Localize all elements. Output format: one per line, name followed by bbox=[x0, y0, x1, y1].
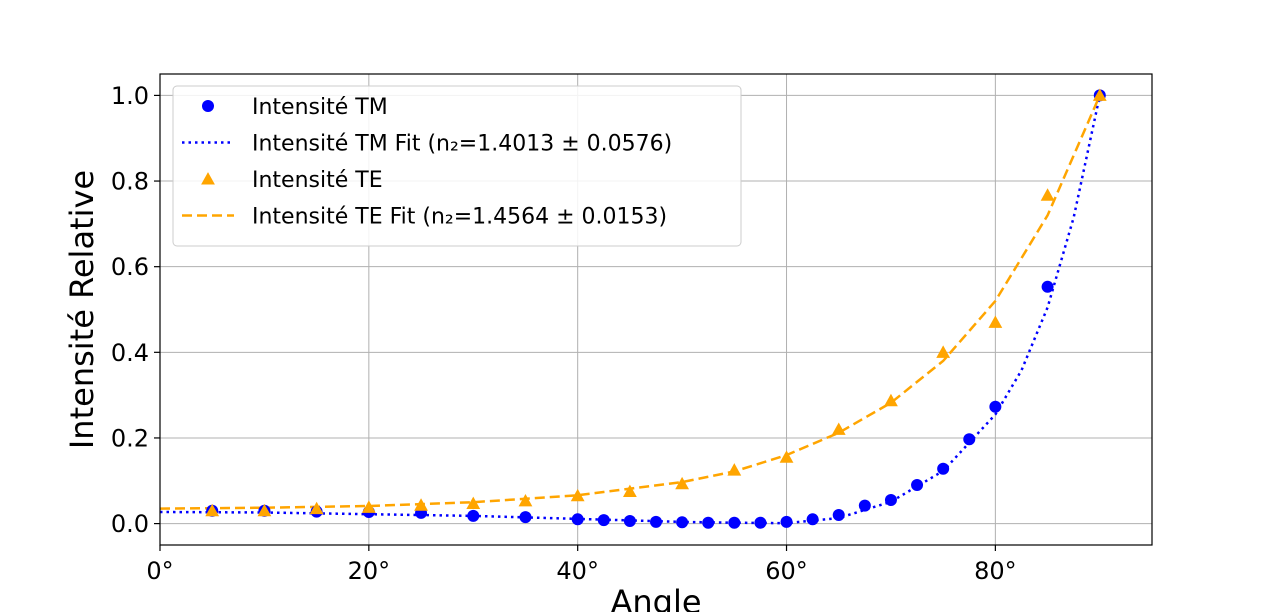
legend-item: Intensité TM Fit (n₂=1.4013 ± 0.0576) bbox=[182, 132, 672, 157]
data-point bbox=[519, 511, 532, 524]
legend-item: Intensité TE bbox=[201, 168, 383, 193]
y-axis-title: Intensité Relative bbox=[63, 170, 101, 449]
data-point bbox=[414, 498, 428, 511]
data-point bbox=[911, 479, 924, 492]
legend-label: Intensité TE Fit (n₂=1.4564 ± 0.0153) bbox=[252, 205, 667, 230]
legend-label: Intensité TM bbox=[252, 95, 388, 120]
data-point bbox=[832, 509, 845, 522]
data-point bbox=[702, 516, 715, 529]
data-point bbox=[936, 345, 951, 358]
plot-frame bbox=[159, 73, 1153, 546]
y-tick-label: 0.4 bbox=[111, 339, 149, 367]
data-point bbox=[989, 400, 1002, 413]
data-point bbox=[1092, 88, 1107, 101]
data-point bbox=[1040, 188, 1055, 201]
data-point bbox=[675, 476, 690, 490]
data-point bbox=[622, 484, 637, 497]
point-series bbox=[205, 88, 1107, 517]
data-point bbox=[937, 462, 950, 475]
x-tick-label: 0° bbox=[146, 557, 173, 585]
data-point bbox=[650, 515, 662, 528]
data-point bbox=[963, 433, 976, 446]
fit-line bbox=[159, 94, 1101, 510]
data-point bbox=[257, 503, 272, 517]
data-point bbox=[205, 503, 220, 517]
legend-item: Intensité TE Fit (n₂=1.4564 ± 0.0153) bbox=[182, 205, 667, 230]
legend-marker bbox=[202, 100, 214, 112]
data-point bbox=[780, 515, 793, 528]
data-point bbox=[309, 501, 324, 515]
data-point bbox=[597, 514, 610, 527]
data-point bbox=[466, 496, 481, 509]
data-point bbox=[988, 315, 1003, 328]
legend-label: Intensité TE bbox=[252, 168, 383, 193]
data-point bbox=[728, 516, 741, 529]
legend-item: Intensité TM bbox=[202, 95, 388, 120]
x-tick-label: 40° bbox=[556, 557, 599, 585]
data-point bbox=[884, 494, 897, 507]
data-point bbox=[884, 393, 898, 407]
x-axis-title: Angle bbox=[610, 583, 701, 612]
data-point bbox=[831, 422, 846, 435]
legend-label: Intensité TM Fit (n₂=1.4013 ± 0.0576) bbox=[252, 132, 672, 157]
y-tick-label: 1.0 bbox=[111, 82, 149, 110]
y-tick-label: 0.8 bbox=[111, 168, 149, 196]
x-tick-label: 60° bbox=[765, 557, 808, 585]
data-point bbox=[806, 513, 819, 526]
fit-series bbox=[159, 94, 1101, 510]
data-point bbox=[754, 516, 767, 529]
data-point bbox=[779, 450, 794, 463]
data-point bbox=[571, 513, 584, 526]
data-point bbox=[676, 516, 689, 529]
y-tick-label: 0.0 bbox=[111, 510, 149, 538]
x-tick-label: 80° bbox=[974, 557, 1017, 585]
data-point bbox=[570, 488, 585, 502]
y-tick-label: 0.6 bbox=[111, 253, 149, 281]
data-point bbox=[467, 509, 480, 522]
y-tick-label: 0.2 bbox=[111, 424, 149, 452]
data-point bbox=[727, 463, 742, 476]
data-point bbox=[361, 500, 376, 513]
legend-marker bbox=[201, 172, 215, 185]
data-point bbox=[1041, 280, 1054, 293]
data-point bbox=[858, 499, 871, 512]
plot-series bbox=[159, 88, 1107, 529]
data-point bbox=[518, 493, 533, 507]
data-point bbox=[623, 515, 636, 528]
axis-ticks: 0° 20° 40° 60° 80° 0.0 0.2 0.4 0.6 0.8 1.0 bbox=[111, 82, 1017, 585]
x-tick-label: 20° bbox=[348, 557, 391, 585]
legend-box bbox=[172, 85, 742, 247]
legend: Intensité TM Intensité TM Fit (n₂=1.4013 … bbox=[172, 85, 742, 247]
